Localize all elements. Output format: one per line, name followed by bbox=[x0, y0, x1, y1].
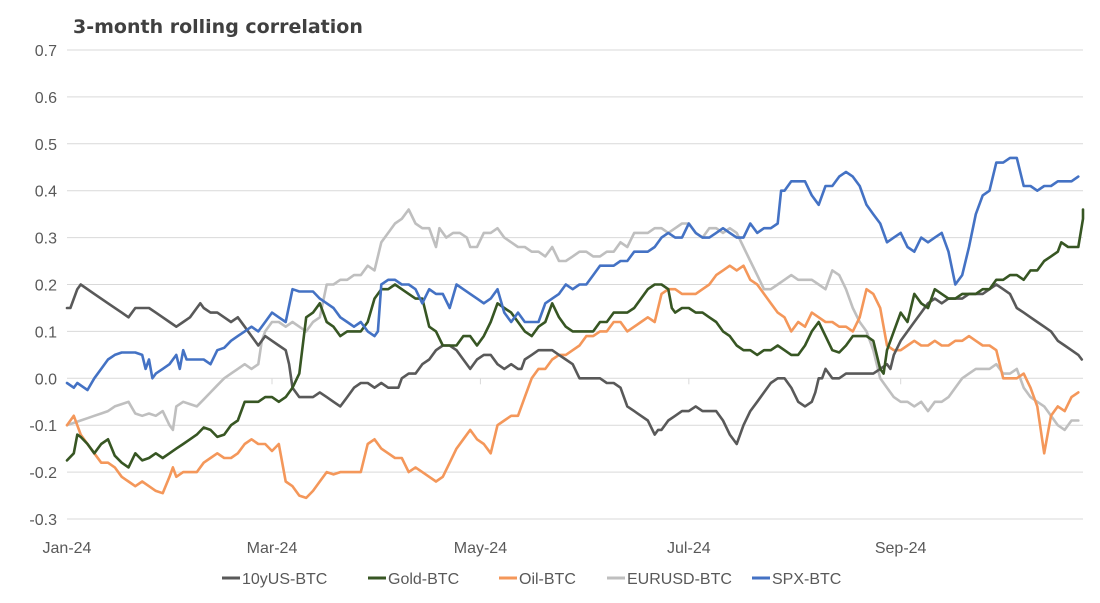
y-tick-label: -0.2 bbox=[29, 465, 57, 482]
series-line-gold-btc bbox=[65, 208, 1085, 469]
legend-label: EURUSD-BTC bbox=[627, 571, 732, 588]
y-tick-label: -0.3 bbox=[29, 512, 57, 529]
x-tick-label: May-24 bbox=[454, 540, 507, 557]
legend-label: Gold-BTC bbox=[388, 571, 459, 588]
x-axis: Jan-24 Mar-24 May-24 Jul-24 Sep-24 bbox=[43, 378, 927, 557]
y-tick-label: 0.0 bbox=[35, 371, 57, 388]
series-lines bbox=[65, 156, 1085, 500]
legend-label: SPX-BTC bbox=[772, 571, 841, 588]
x-tick-label: Jan-24 bbox=[43, 540, 92, 557]
legend-label: 10yUS-BTC bbox=[242, 571, 327, 588]
series-line-eurusd-btc bbox=[65, 208, 1080, 432]
y-tick-label: 0.6 bbox=[35, 90, 57, 107]
series-line-oil-btc bbox=[65, 264, 1080, 500]
legend-label: Oil-BTC bbox=[519, 571, 576, 588]
gridlines bbox=[67, 49, 1083, 520]
x-tick-label: Mar-24 bbox=[247, 540, 298, 557]
legend: 10yUS-BTC Gold-BTC Oil-BTC EURUSD-BTC SPX-BT… bbox=[222, 571, 841, 588]
chart-title: 3-month rolling correlation bbox=[73, 16, 363, 38]
y-tick-label: 0.4 bbox=[35, 184, 57, 201]
y-tick-label: 0.5 bbox=[35, 137, 57, 154]
y-axis-tick-labels: 0.7 0.6 0.5 0.4 0.3 0.2 0.1 0.0 -0.1 -0.2 -0.3 bbox=[29, 43, 57, 529]
y-tick-label: -0.1 bbox=[29, 418, 57, 435]
x-tick-label: Sep-24 bbox=[875, 540, 927, 557]
y-tick-label: 0.1 bbox=[35, 324, 57, 341]
y-tick-label: 0.7 bbox=[35, 43, 57, 60]
series-line-10yus-btc bbox=[65, 283, 1084, 446]
y-tick-label: 0.3 bbox=[35, 231, 57, 248]
y-tick-label: 0.2 bbox=[35, 278, 57, 295]
series-line-spx-btc bbox=[65, 156, 1080, 392]
x-tick-label: Jul-24 bbox=[667, 540, 711, 557]
